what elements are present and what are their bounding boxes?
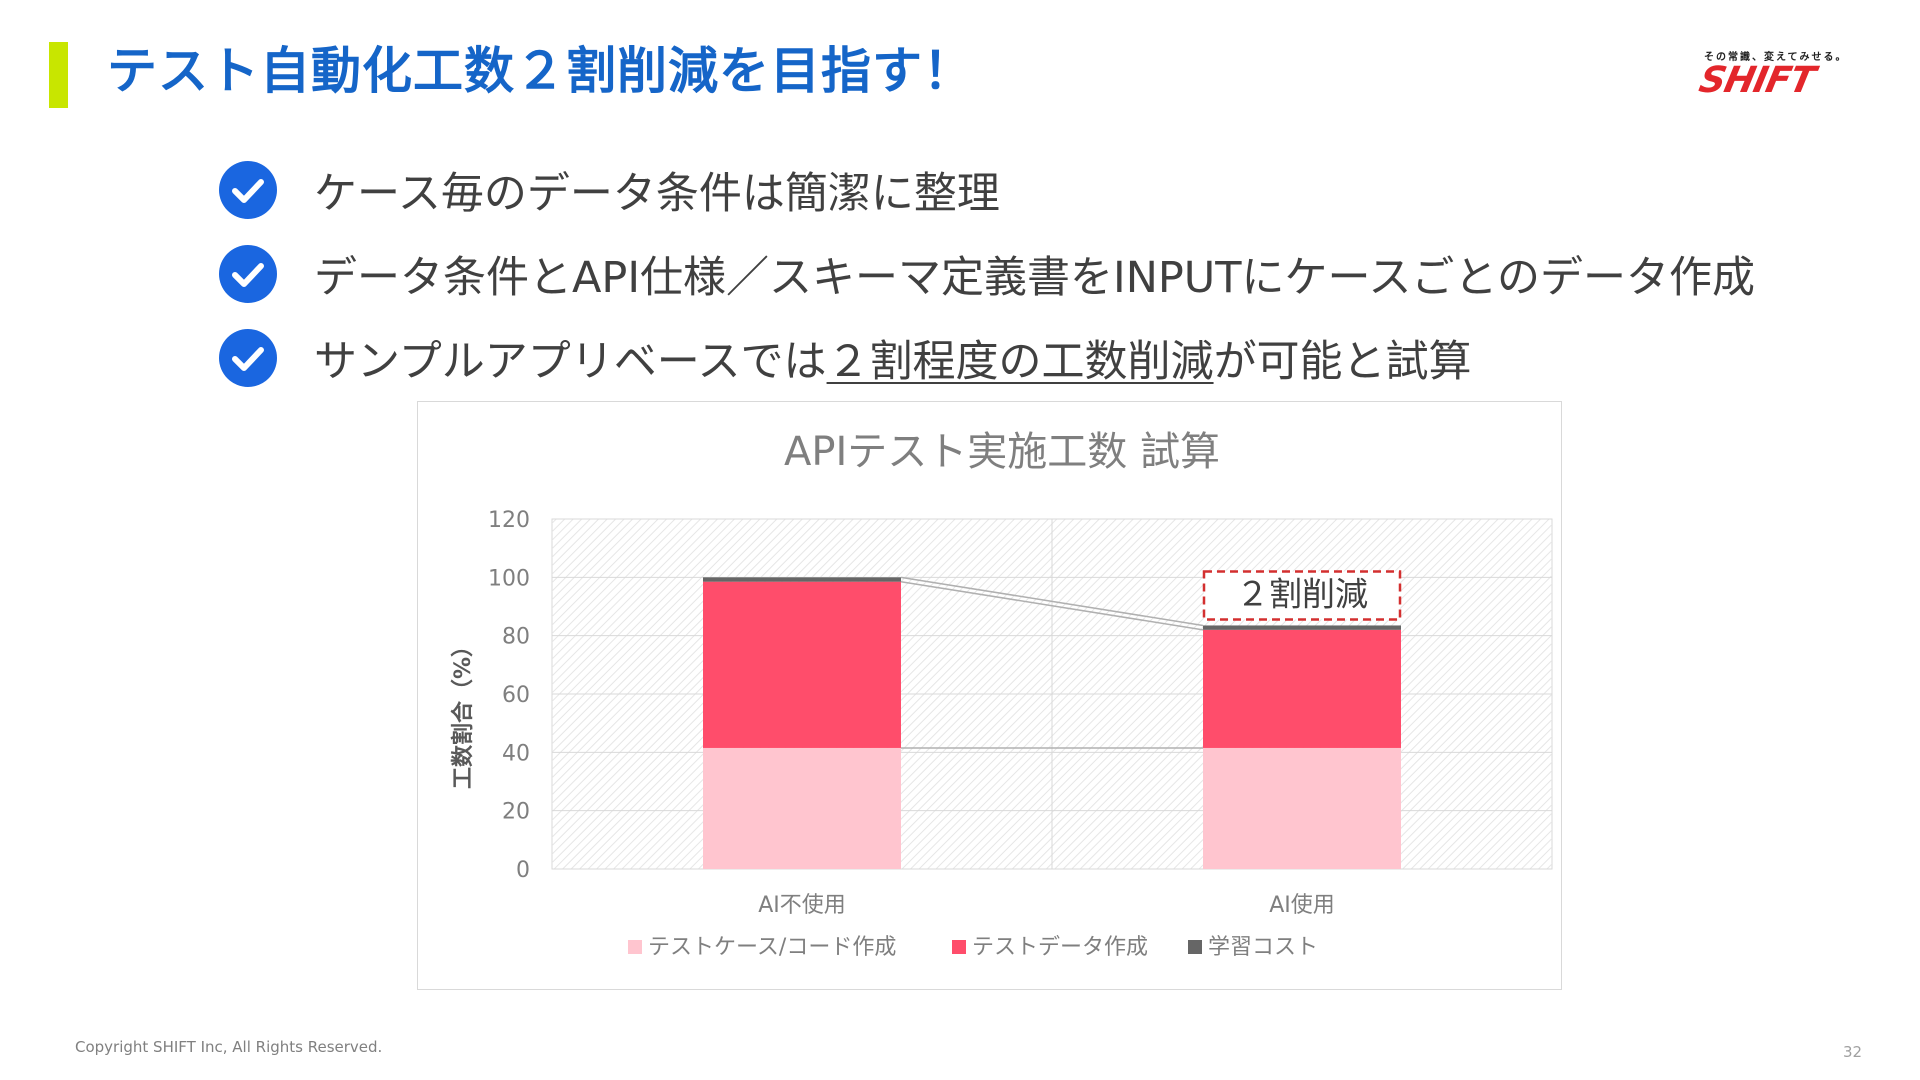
- bullet-item: データ条件とAPI仕様／スキーマ定義書をINPUTにケースごとのデータ作成: [218, 232, 1755, 316]
- series-line: [900, 576, 1204, 627]
- bullet-text: データ条件とAPI仕様／スキーマ定義書をINPUTにケースごとのデータ作成: [314, 253, 1755, 303]
- bullet-text: ケース毎のデータ条件は簡潔に整理: [314, 169, 1000, 219]
- bar-segment: [703, 577, 901, 582]
- chart-title: APIテスト実施工数 試算: [784, 429, 1220, 475]
- bullet-item: ケース毎のデータ条件は簡潔に整理: [218, 148, 1755, 232]
- y-tick-label: 0: [516, 858, 530, 883]
- y-tick-label: 20: [502, 800, 530, 825]
- bullet-text: サンプルアプリベースでは２割程度の工数削減が可能と試算: [314, 327, 1472, 389]
- bullet-list: ケース毎のデータ条件は簡潔に整理 データ条件とAPI仕様／スキーマ定義書をINP…: [218, 148, 1755, 400]
- legend-label: 学習コスト: [1208, 935, 1318, 960]
- annotation-box: [1202, 570, 1402, 621]
- bar-segment: [703, 747, 901, 869]
- y-axis-label: 工数割合（%）: [450, 635, 476, 789]
- legend-label: テストデータ作成: [972, 935, 1148, 960]
- check-circle-icon: [218, 160, 278, 220]
- bar-segment: [1203, 625, 1401, 630]
- y-tick-label: 120: [488, 508, 530, 533]
- title-accent-bar: [49, 42, 68, 108]
- bullet-item: サンプルアプリベースでは２割程度の工数削減が可能と試算: [218, 316, 1755, 400]
- legend-swatch: [1188, 940, 1202, 954]
- y-tick-label: 100: [488, 566, 530, 591]
- legend-swatch: [628, 940, 642, 954]
- y-tick-label: 60: [502, 683, 530, 708]
- y-tick-label: 40: [502, 741, 530, 766]
- legend-swatch: [952, 940, 966, 954]
- shift-logo: その常識、変えてみせる。 SHIFT: [1696, 48, 1860, 101]
- x-tick-label: AI不使用: [758, 893, 846, 918]
- y-tick-label: 80: [502, 625, 530, 650]
- bullet-text-emphasis: ２割程度の工数削減: [826, 337, 1214, 387]
- stacked-bar-chart: APIテスト実施工数 試算 0 20 40 60 80 100 120 AI不使用 AI使用 ２割削…: [450, 429, 1553, 960]
- copyright-text: Copyright SHIFT Inc, All Rights Reserved…: [75, 1038, 383, 1056]
- x-tick-label: AI使用: [1269, 893, 1335, 918]
- page-number: 32: [1843, 1043, 1863, 1061]
- bar-segment: [703, 581, 901, 748]
- bullet-text-tail: が可能と試算: [1213, 337, 1472, 387]
- annotation-text: ２割削減: [1236, 574, 1368, 613]
- bullet-text-lead: サンプルアプリベースでは: [314, 337, 827, 387]
- chart-container: APIテスト実施工数 試算 0 20 40 60 80 100 120 AI不使用 AI使用 ２割削…: [417, 401, 1562, 990]
- logo-tagline: その常識、変えてみせる。: [1704, 52, 1848, 63]
- legend-label: テストケース/コード作成: [648, 935, 896, 960]
- check-circle-icon: [218, 244, 278, 304]
- series-line: [900, 580, 1204, 631]
- slide-title: テスト自動化工数２割削減を目指す！: [107, 42, 974, 100]
- bar-segment: [1203, 747, 1401, 869]
- bar-segment: [1203, 629, 1401, 748]
- logo-wordmark: SHIFT: [1695, 60, 1818, 101]
- check-circle-icon: [218, 328, 278, 388]
